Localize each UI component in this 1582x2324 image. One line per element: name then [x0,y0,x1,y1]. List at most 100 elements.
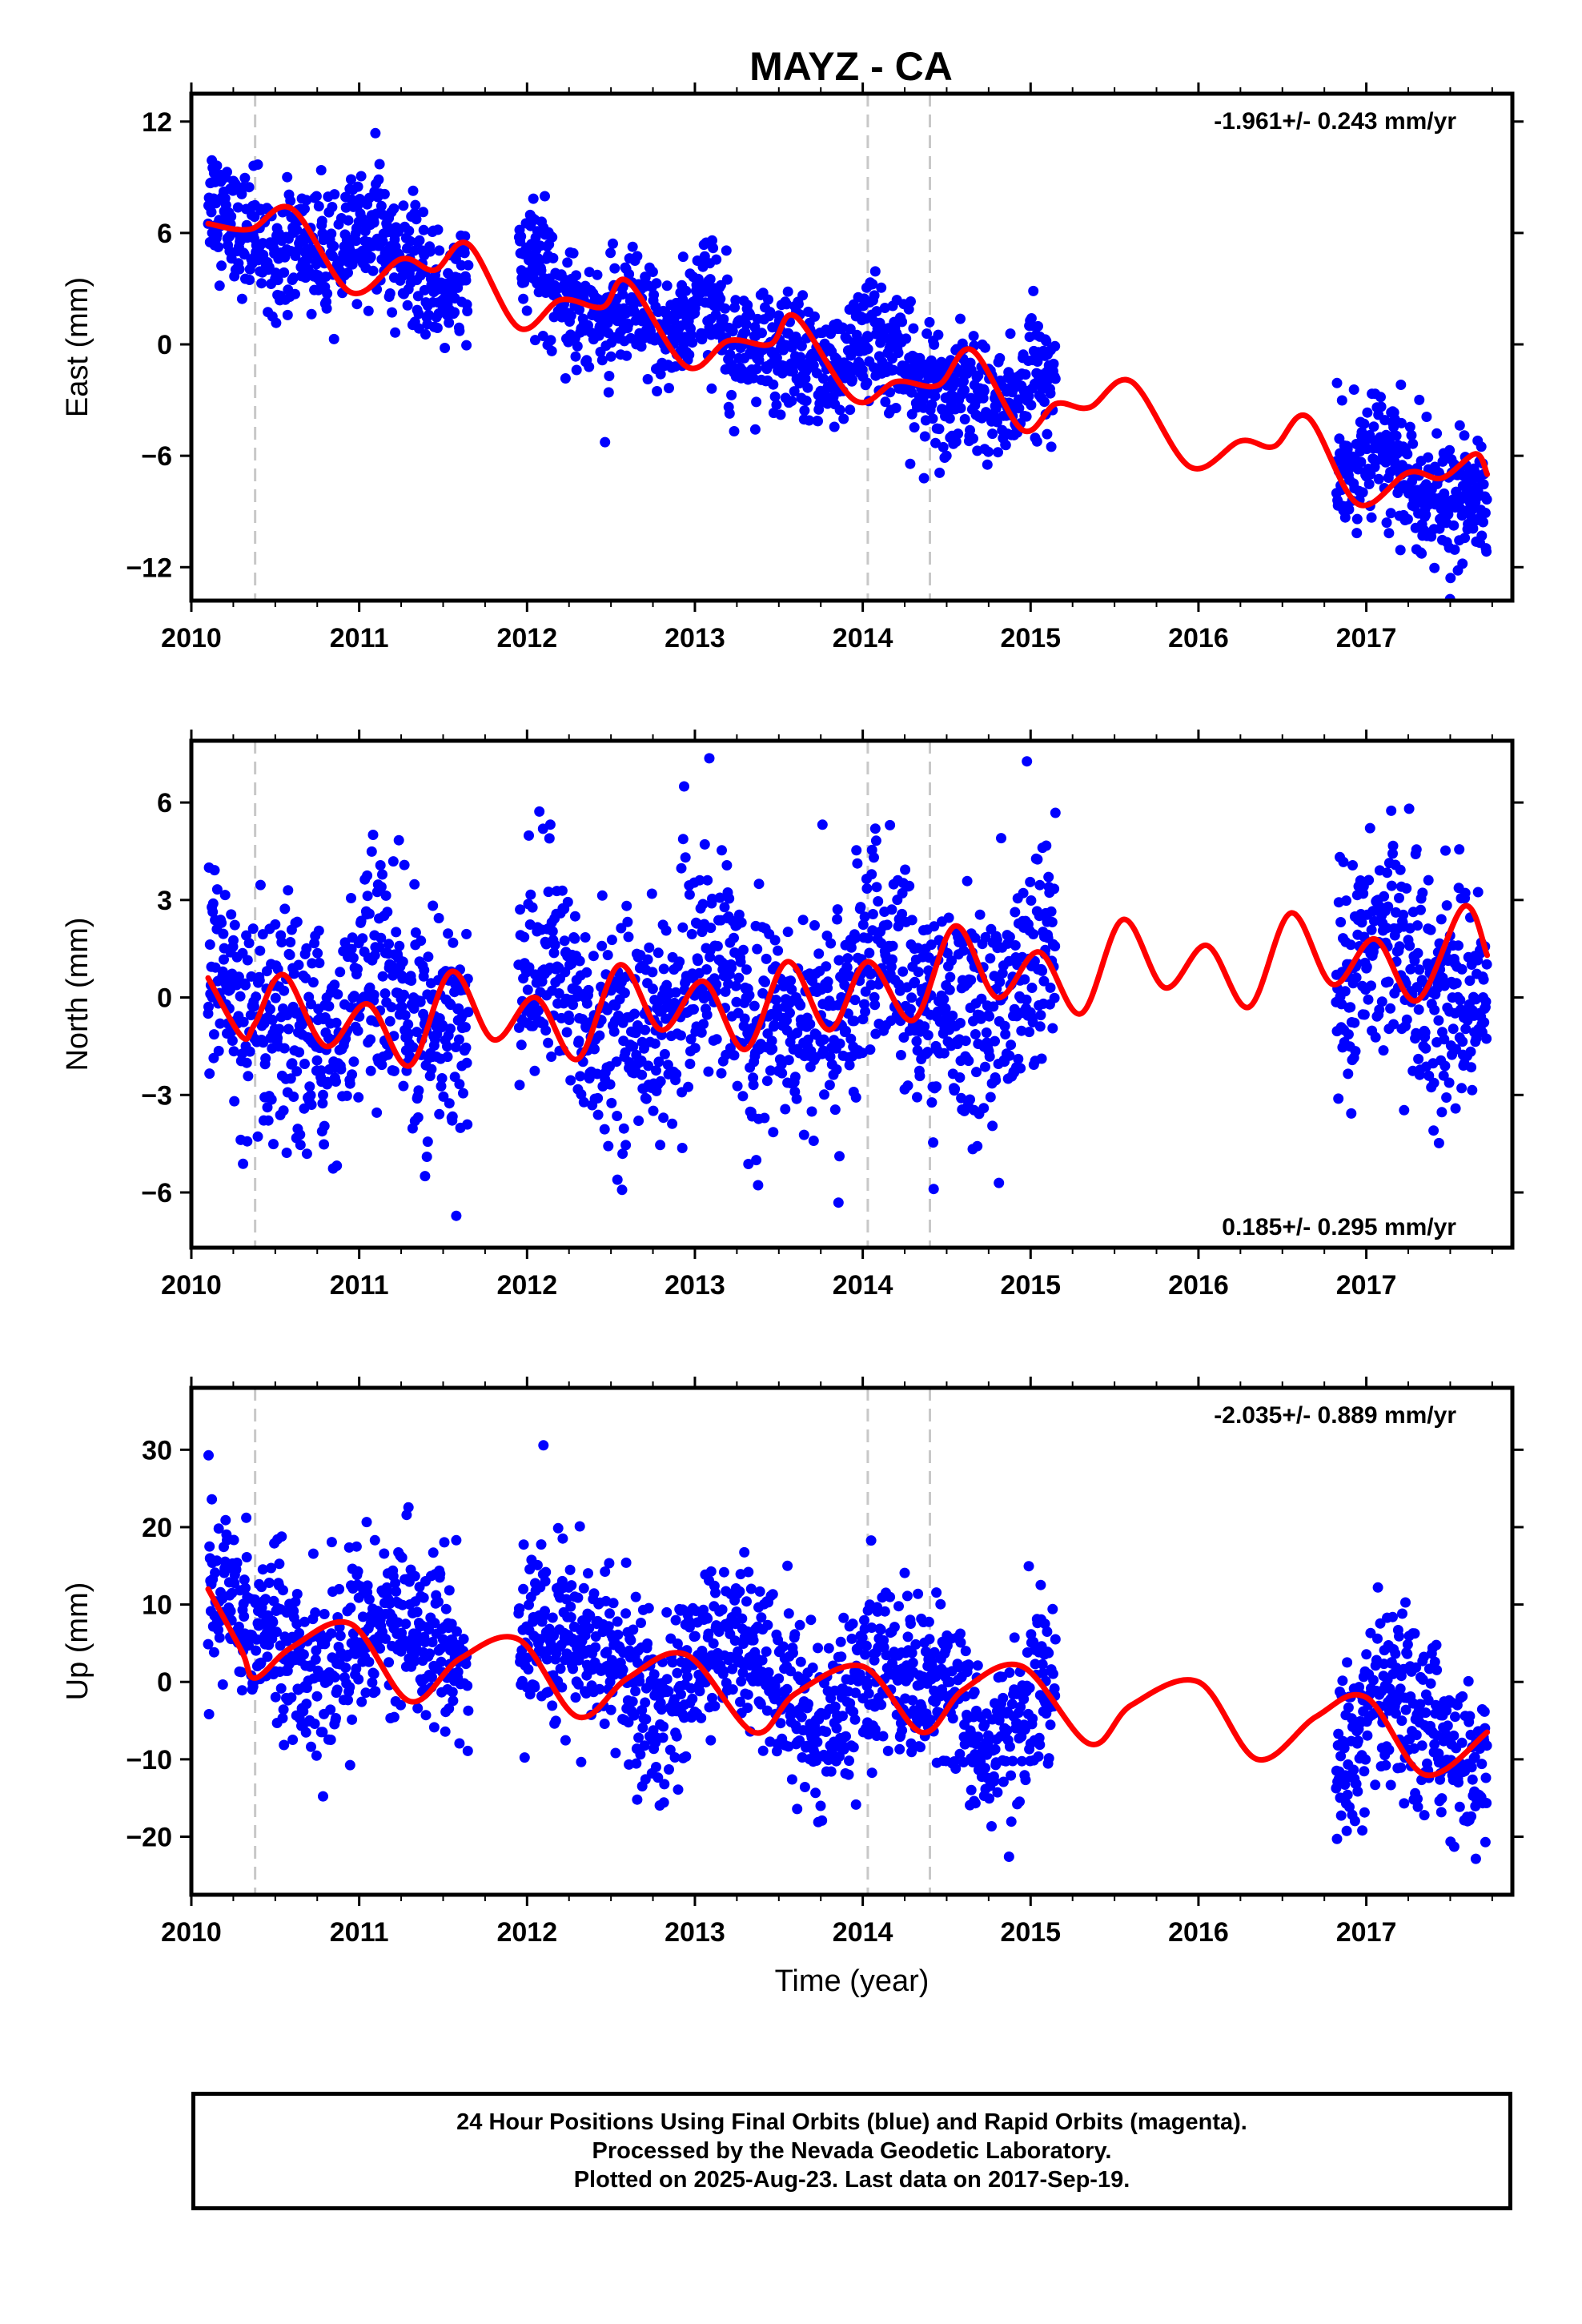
north-point [737,1091,749,1102]
north-point [281,1148,292,1158]
north-point [732,1080,743,1092]
up-point [848,1742,859,1753]
east-point [602,317,613,328]
north-point [353,1092,364,1103]
north-point [1032,854,1043,865]
east-point [521,305,532,316]
north-point [694,875,705,886]
east-point [950,436,962,447]
east-point [715,293,726,304]
up-point [771,1746,782,1757]
north-point [1451,978,1462,989]
north-point [315,1065,327,1076]
up-point [555,1663,566,1675]
up-point [463,1705,474,1716]
north-point [368,989,379,1000]
north-point [911,1035,922,1047]
up-point [604,1558,615,1569]
north-point [680,852,691,863]
up-point [733,1646,744,1657]
north-point [460,1022,471,1033]
east-point [388,203,400,214]
north-point [914,1071,926,1082]
east-point [720,303,731,314]
north-point [1425,924,1436,935]
up-point [705,1566,717,1577]
north-point [1363,994,1374,1005]
east-point [1045,388,1056,399]
up-point [762,1619,773,1630]
north-point [633,1116,644,1126]
north-point [311,1055,323,1066]
north-point [716,1068,727,1079]
east-point [753,355,765,366]
north-point [240,979,251,991]
north-point [1457,1036,1468,1047]
up-point [353,1674,364,1685]
north-point [887,940,898,951]
north-point [219,890,231,901]
east-point [751,364,762,375]
north-point [244,1046,255,1057]
north-point [686,929,697,939]
north-point [231,979,243,991]
east-point [1395,380,1407,390]
north-point [267,1015,278,1025]
up-point [347,1714,358,1725]
up-point [220,1514,231,1526]
north-point [331,1076,341,1087]
east-point [781,299,792,310]
up-point [326,1628,337,1639]
north-point [331,1160,343,1172]
north-point [305,1090,316,1101]
east-point [909,422,920,433]
north-point [818,1034,829,1045]
north-point [352,963,363,975]
up-point [524,1564,536,1574]
up-point [620,1608,632,1619]
up-point [557,1533,568,1544]
north-point [1443,1077,1455,1088]
north-point [451,1210,462,1221]
north-point [931,1081,942,1092]
up-point [239,1574,250,1586]
north-point [1439,1034,1450,1045]
east-point [801,396,812,406]
east-point [222,167,232,178]
up-point [454,1738,465,1749]
north-point [647,967,658,978]
north-point [780,1104,791,1115]
east-x-tick-label: 2014 [833,623,893,653]
north-point [733,909,745,920]
north-point [243,938,255,949]
north-point [971,1067,982,1078]
north-point [806,1106,817,1117]
north-point [1351,972,1362,983]
east-point [363,305,374,316]
east-point [463,259,474,271]
north-point [676,1030,686,1041]
north-point [562,896,573,907]
east-point [934,467,946,478]
up-point [821,1727,832,1737]
north-point [785,1007,795,1019]
east-rate-label: -1.961+/- 0.243 mm/yr [1214,108,1456,135]
north-point [519,931,530,943]
north-point [736,917,747,928]
up-point [702,1613,713,1624]
up-point [667,1657,678,1668]
up-point [344,1682,355,1693]
north-point [905,1003,916,1015]
north-point [871,882,882,893]
up-point [782,1560,793,1571]
north-point [527,902,538,913]
up-point [278,1585,288,1596]
north-point [1464,975,1476,987]
east-point [959,414,970,424]
north-point [1447,1023,1459,1035]
up-point [664,1764,674,1775]
up-point [831,1723,842,1734]
east-point [685,329,697,340]
east-point [905,296,916,307]
north-point [726,963,737,973]
